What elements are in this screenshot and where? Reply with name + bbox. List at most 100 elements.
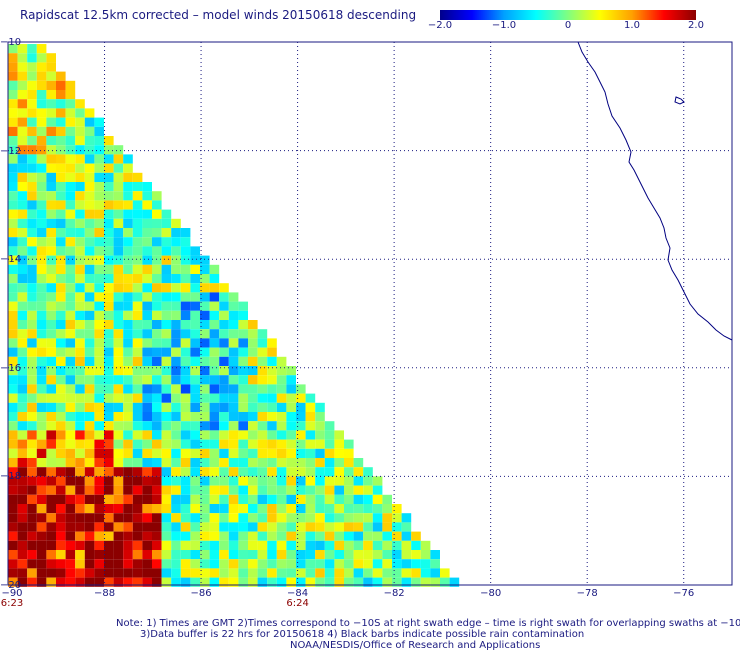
wind-cell [65, 494, 76, 504]
note-line-2: 3)Data buffer is 22 hrs for 20150618 4) … [140, 629, 585, 640]
wind-cell [180, 347, 191, 357]
wind-cell [27, 80, 37, 90]
wind-cell [382, 522, 392, 532]
wind-cell [94, 531, 104, 541]
wind-cell [104, 522, 114, 532]
wind-cell [219, 301, 229, 311]
wind-cell [276, 513, 287, 523]
wind-cell [8, 172, 18, 182]
wind-cell [276, 494, 287, 504]
wind-cell [56, 209, 66, 219]
wind-cell [46, 494, 56, 504]
wind-cell [65, 338, 76, 348]
wind-cell [171, 467, 181, 477]
wind-cell [17, 274, 28, 284]
wind-cell [219, 476, 229, 486]
wind-cell [171, 320, 181, 330]
wind-cell [171, 439, 181, 449]
wind-cell [392, 559, 402, 569]
wind-cell [276, 375, 287, 385]
wind-cell [46, 476, 56, 486]
wind-cell [75, 559, 85, 569]
wind-cell [296, 577, 306, 587]
wind-cell [113, 412, 124, 422]
wind-cell [257, 384, 268, 394]
wind-cell [36, 577, 47, 587]
wind-cell [152, 274, 162, 284]
wind-cell [104, 366, 114, 376]
wind-cell [248, 540, 258, 550]
wind-cell [171, 421, 181, 431]
wind-cell [334, 550, 344, 560]
wind-cell [75, 347, 85, 357]
wind-cell [180, 494, 191, 504]
wind-cell [65, 522, 76, 532]
wind-cell [132, 329, 143, 339]
wind-cell [248, 338, 258, 348]
wind-cell [46, 366, 56, 376]
wind-cell [8, 559, 18, 569]
wind-cell [382, 504, 392, 514]
wind-cell [353, 577, 364, 587]
wind-cell [27, 531, 37, 541]
wind-cell [56, 136, 66, 146]
wind-cell [65, 108, 76, 118]
wind-cell [228, 550, 239, 560]
wind-cell [113, 522, 124, 532]
wind-cell [228, 402, 239, 412]
wind-cell [267, 366, 277, 376]
wind-cell [123, 329, 133, 339]
wind-cell [324, 494, 335, 504]
wind-cell [94, 522, 104, 532]
wind-cell [315, 494, 325, 504]
wind-cell [17, 402, 28, 412]
wind-cell [65, 356, 76, 366]
wind-cell [36, 522, 47, 532]
wind-cell [75, 476, 85, 486]
wind-cell [392, 504, 402, 514]
wind-cell [56, 393, 66, 403]
wind-cell [56, 71, 66, 81]
wind-cell [286, 494, 296, 504]
wind-cell [363, 577, 373, 587]
wind-cell [65, 366, 76, 376]
wind-cell [152, 458, 162, 468]
wind-cell [84, 375, 95, 385]
wind-cell [56, 485, 66, 495]
wind-cell [392, 531, 402, 541]
wind-cell [209, 264, 220, 274]
wind-cell [56, 467, 66, 477]
wind-cell [46, 393, 56, 403]
wind-cell [161, 301, 172, 311]
wind-cell [257, 402, 268, 412]
wind-cell [104, 200, 114, 210]
wind-cell [267, 559, 277, 569]
wind-cell [46, 329, 56, 339]
wind-cell [104, 439, 114, 449]
wind-cell [36, 108, 47, 118]
wind-cell [200, 393, 210, 403]
wind-cell [344, 531, 354, 541]
wind-cell [94, 338, 104, 348]
wind-cell [171, 550, 181, 560]
wind-cell [248, 476, 258, 486]
wind-cell [46, 53, 56, 63]
wind-cell [65, 200, 76, 210]
map-title: Rapidscat 12.5km corrected – model winds… [20, 8, 417, 22]
wind-cell [8, 485, 18, 495]
wind-cell [161, 320, 172, 330]
wind-cell [123, 568, 133, 578]
wind-cell [46, 71, 56, 81]
wind-cell [363, 513, 373, 523]
wind-cell [75, 522, 85, 532]
wind-cell [152, 577, 162, 587]
wind-cell [372, 559, 383, 569]
wind-cell [248, 467, 258, 477]
wind-cell [8, 430, 18, 440]
wind-cell [84, 154, 95, 164]
wind-cell [123, 255, 133, 265]
wind-cell [161, 458, 172, 468]
wind-cell [8, 44, 18, 54]
wind-cell [8, 393, 18, 403]
wind-cell [392, 522, 402, 532]
